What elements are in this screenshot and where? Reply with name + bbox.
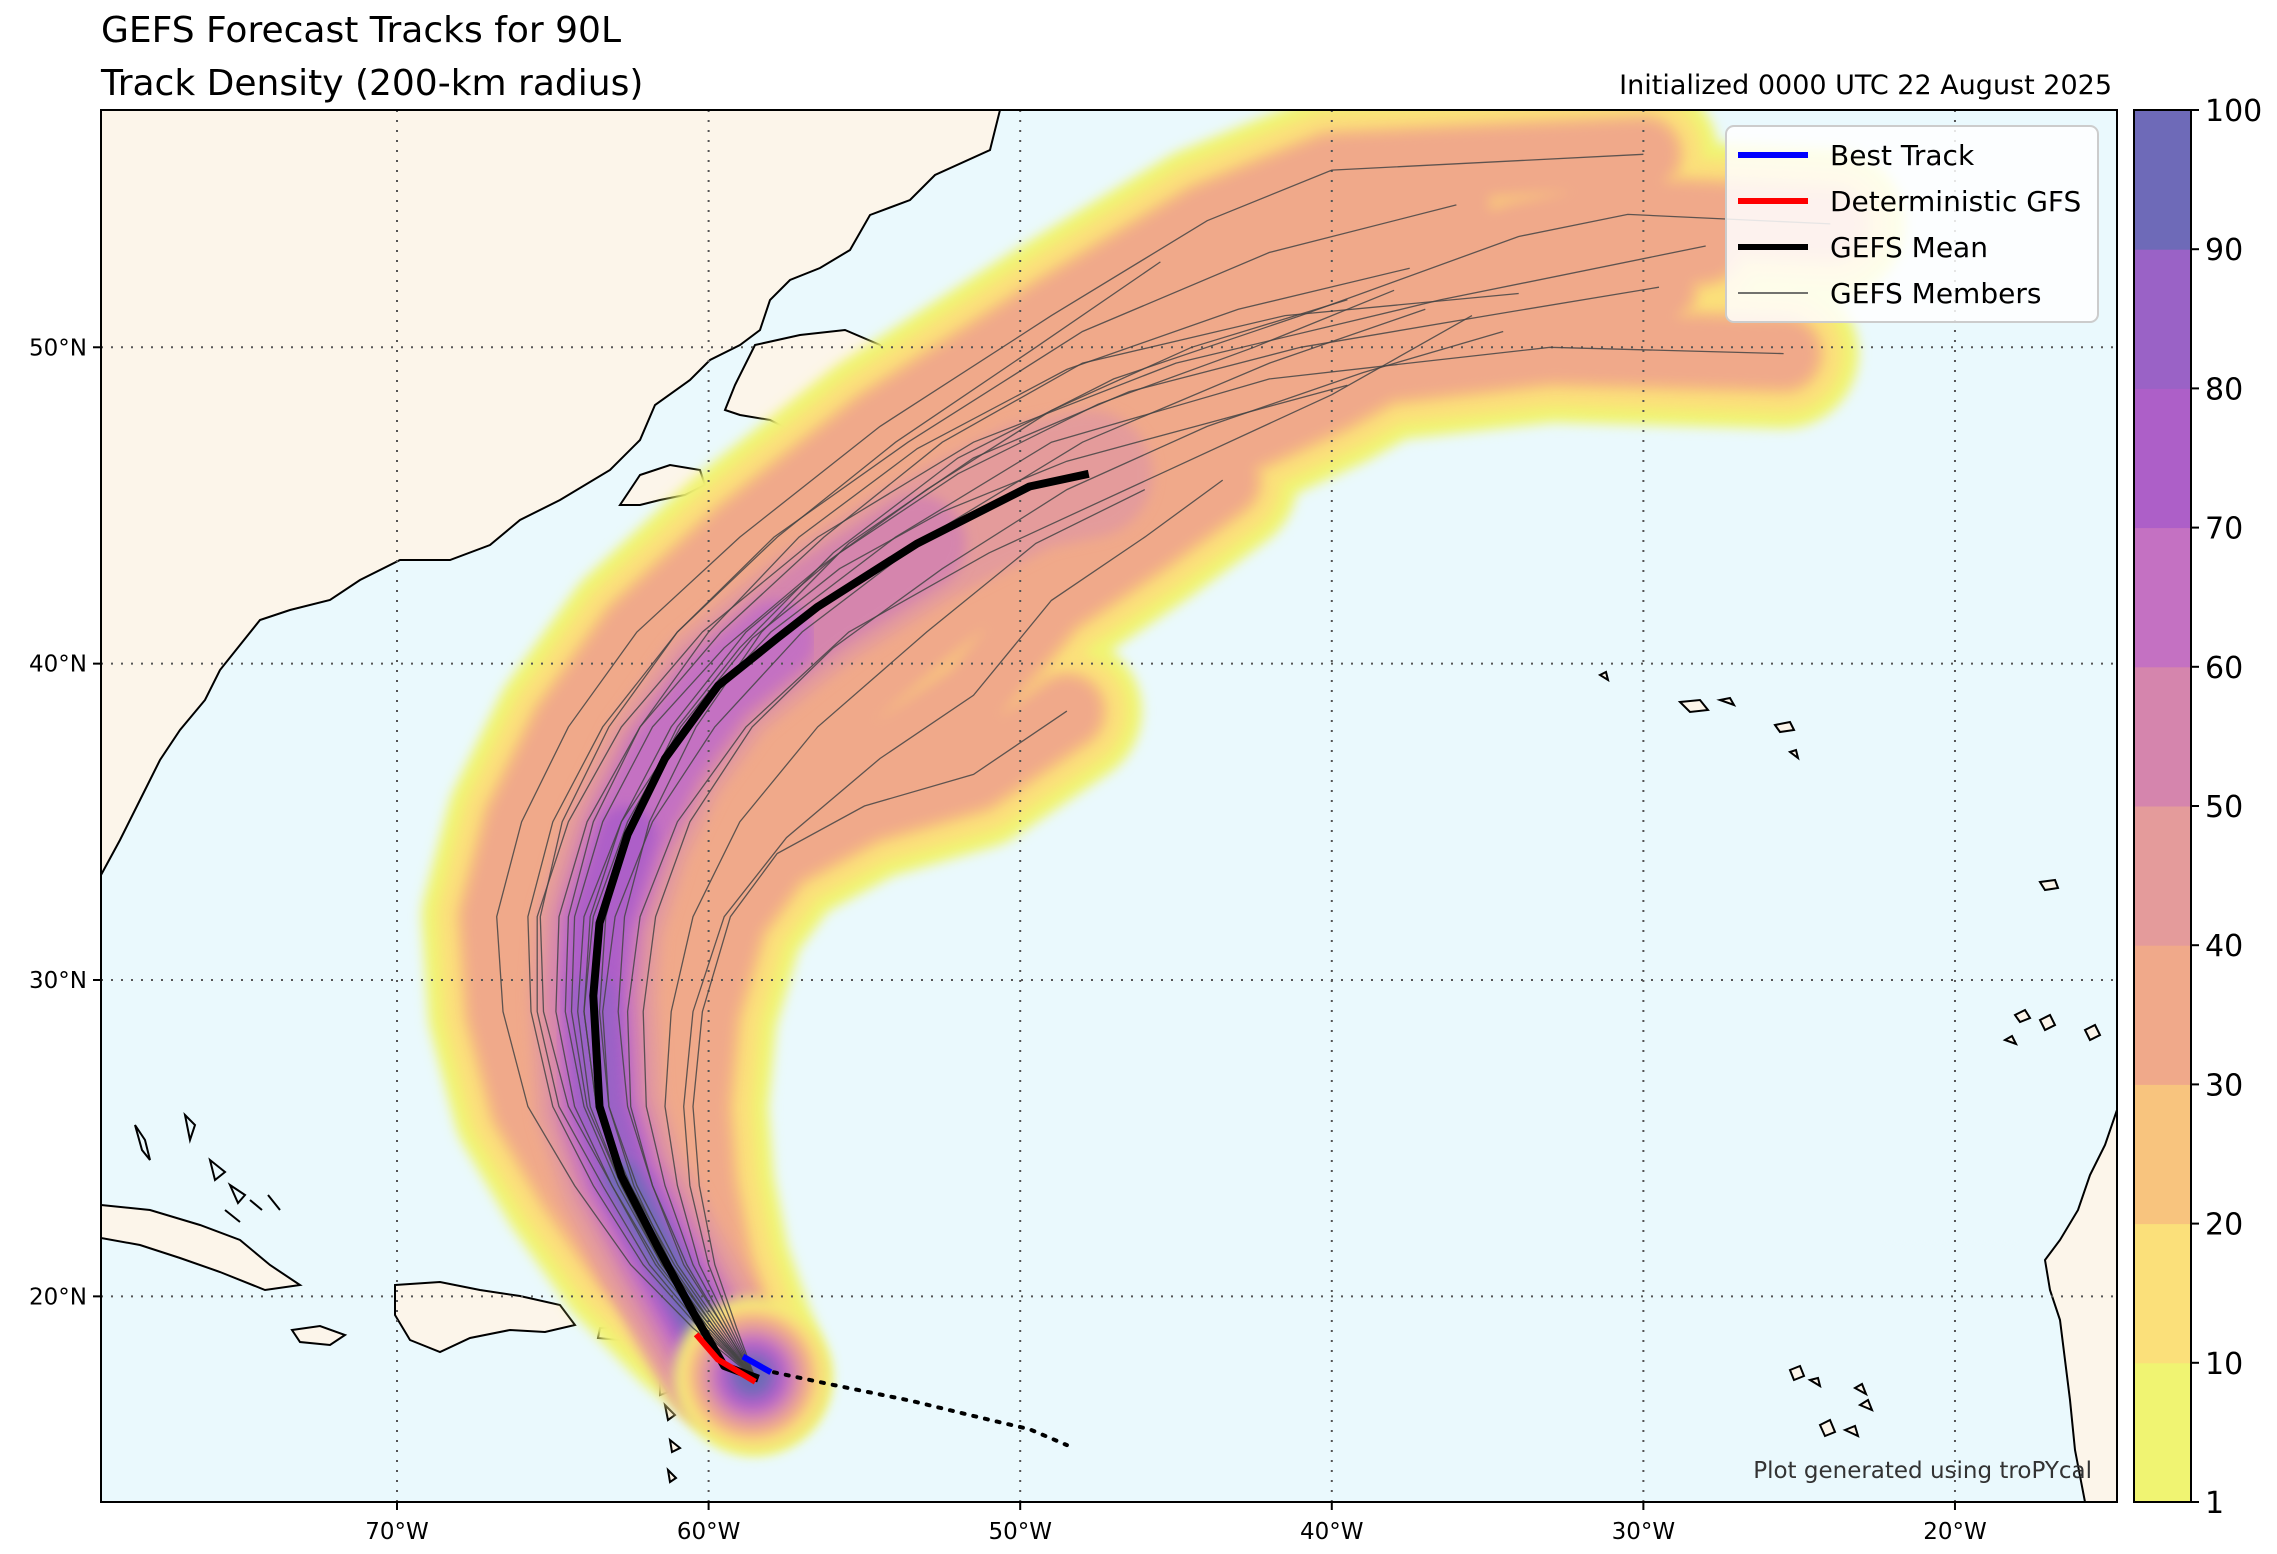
initialized-label: Initialized 0000 UTC 22 August 2025 <box>1619 70 2112 101</box>
colorbar-segment-10 <box>2134 110 2191 250</box>
colorbar-segment-5 <box>2134 806 2191 946</box>
colorbar-tick-60: 60 <box>2205 651 2243 686</box>
chart-title-line1: GEFS Forecast Tracks for 90L <box>101 10 621 51</box>
legend-label-3: GEFS Mean <box>1830 231 1988 264</box>
lat-tick-40°N: 40°N <box>29 652 87 678</box>
colorbar-segment-9 <box>2134 249 2191 389</box>
chart-title-line2: Track Density (200-km radius) <box>100 63 643 104</box>
gefs-mean-line <box>589 469 1090 1383</box>
lon-tick-40°W: 40°W <box>1300 1519 1364 1545</box>
member-track-12 <box>527 261 1161 1380</box>
colorbar-segment-7 <box>2134 527 2191 668</box>
lon-tick-50°W: 50°W <box>988 1519 1052 1545</box>
africa-land <box>2043 1109 2117 1502</box>
member-track-16 <box>539 204 1457 1380</box>
member-track-4 <box>602 308 1426 1380</box>
madeira-island <box>2038 878 2060 892</box>
lat-tick-30°N: 30°N <box>29 968 87 994</box>
member-track-13 <box>642 330 1504 1379</box>
legend-label-1: Best Track <box>1830 139 1975 172</box>
hispaniola-land <box>394 1280 577 1354</box>
legend-label-2: Deterministic GFS <box>1830 185 2081 218</box>
colorbar-tick-20: 20 <box>2205 1208 2243 1243</box>
cuba-land <box>101 1203 303 1292</box>
credit-label: Plot generated using troPYcal <box>1753 1458 2092 1484</box>
member-track-2 <box>536 245 1706 1380</box>
lat-tick-20°N: 20°N <box>29 1284 87 1310</box>
colorbar-tick-70: 70 <box>2205 512 2243 547</box>
legend-label-4: GEFS Members <box>1830 277 2041 310</box>
member-track-8 <box>598 213 1831 1379</box>
best-track-line <box>741 1353 773 1375</box>
member-track-18 <box>564 267 1410 1380</box>
colorbar-tick-50: 50 <box>2205 790 2243 825</box>
canary-islands <box>2002 1008 2102 1046</box>
past-track <box>772 1370 1069 1448</box>
colorbar-tick-10: 10 <box>2205 1347 2243 1382</box>
mean-track <box>589 469 1090 1383</box>
lon-tick-20°W: 20°W <box>1923 1519 1987 1545</box>
lat-tick-50°N: 50°N <box>29 335 87 361</box>
colorbar-segment-1 <box>2134 1362 2191 1503</box>
member-track-7 <box>683 479 1224 1379</box>
lon-tick-30°W: 30°W <box>1612 1519 1676 1545</box>
member-track-3 <box>496 153 1644 1380</box>
colorbar-segment-6 <box>2134 666 2191 807</box>
map-frame <box>100 109 2118 1503</box>
colorbar-segment-2 <box>2134 1223 2191 1364</box>
colorbar-segment-4 <box>2134 945 2191 1085</box>
member-track-15 <box>617 286 1660 1379</box>
lat-tick-labels: 20°N 30°N 40°N 50°N <box>29 335 101 1310</box>
member-track-5 <box>626 315 1473 1379</box>
colorbar-tick-1: 1 <box>2205 1486 2224 1521</box>
azores-islands <box>1597 670 1800 761</box>
gridlines <box>101 110 2117 1502</box>
map-area <box>101 110 2117 1502</box>
member-track-9 <box>583 289 1395 1379</box>
colorbar: 1 10 20 30 40 50 60 70 80 90 100 <box>2133 94 2262 1521</box>
lon-tick-60°W: 60°W <box>677 1519 741 1545</box>
member-track-14 <box>692 710 1068 1379</box>
member-track-6 <box>664 489 1146 1379</box>
jamaica-land <box>290 1324 348 1347</box>
deterministic-gfs-line <box>693 1332 757 1385</box>
legend-box <box>1725 125 2099 323</box>
past-track-line <box>772 1370 1069 1448</box>
deterministic-track <box>693 1332 757 1385</box>
colorbar-tick-100: 100 <box>2205 94 2262 129</box>
best-track <box>741 1353 773 1375</box>
colorbar-tick-90: 90 <box>2205 233 2243 268</box>
bahamas-islands <box>134 1111 281 1223</box>
north-america-land <box>101 110 1002 876</box>
colorbar-tick-40: 40 <box>2205 929 2243 964</box>
lon-tick-labels: 70°W 60°W 50°W 40°W 30°W 20°W <box>365 1502 1987 1545</box>
cape-verde-islands <box>1788 1364 1874 1438</box>
colorbar-tick-30: 30 <box>2205 1068 2243 1103</box>
lon-tick-70°W: 70°W <box>365 1519 429 1545</box>
member-track-11 <box>555 292 1519 1380</box>
legend: Best Track Deterministic GFS GEFS Mean GEFS… <box>1725 125 2099 323</box>
colorbar-segment-3 <box>2134 1084 2191 1225</box>
colorbar-segment-8 <box>2134 388 2191 529</box>
colorbar-tick-80: 80 <box>2205 372 2243 407</box>
